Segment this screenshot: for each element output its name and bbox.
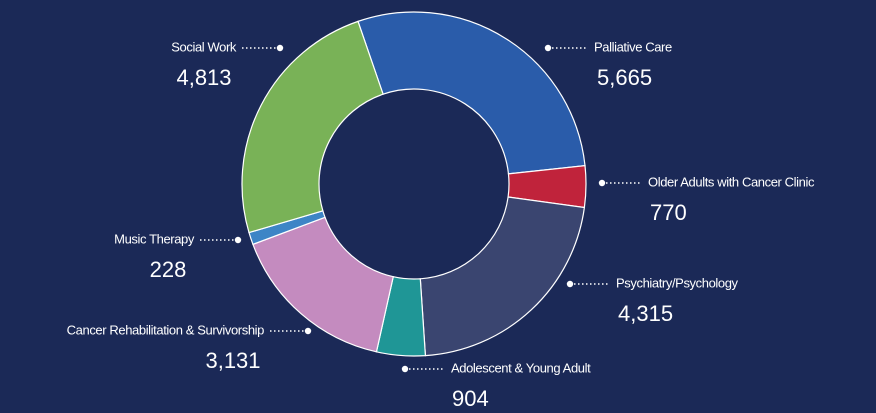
segment-label: Adolescent & Young Adult (451, 360, 591, 375)
donut-segment (241, 20, 384, 234)
donut-segment (419, 196, 586, 357)
leader-dot (234, 236, 242, 244)
donut-segment (357, 11, 586, 175)
leader-dot (566, 280, 574, 288)
value-label: 3,131 (205, 348, 260, 373)
value-label: 5,665 (597, 65, 652, 90)
leader-dot (544, 44, 552, 52)
value-label: 228 (150, 257, 187, 282)
value-label: 4,813 (176, 65, 231, 90)
leader-dot (304, 327, 312, 335)
segment-label: Older Adults with Cancer Clinic (648, 174, 815, 189)
segment-label: Psychiatry/Psychology (616, 275, 739, 290)
leader-dot (276, 44, 284, 52)
value-label: 4,315 (618, 301, 673, 326)
value-label: 904 (452, 386, 489, 411)
leader-dot (598, 179, 606, 187)
segment-label: Palliative Care (594, 39, 672, 54)
segment-label: Social Work (171, 39, 237, 54)
value-label: 770 (650, 200, 687, 225)
segment-label: Music Therapy (114, 231, 195, 246)
leader-dot (401, 365, 409, 373)
segment-label: Cancer Rehabilitation & Survivorship (67, 322, 264, 337)
